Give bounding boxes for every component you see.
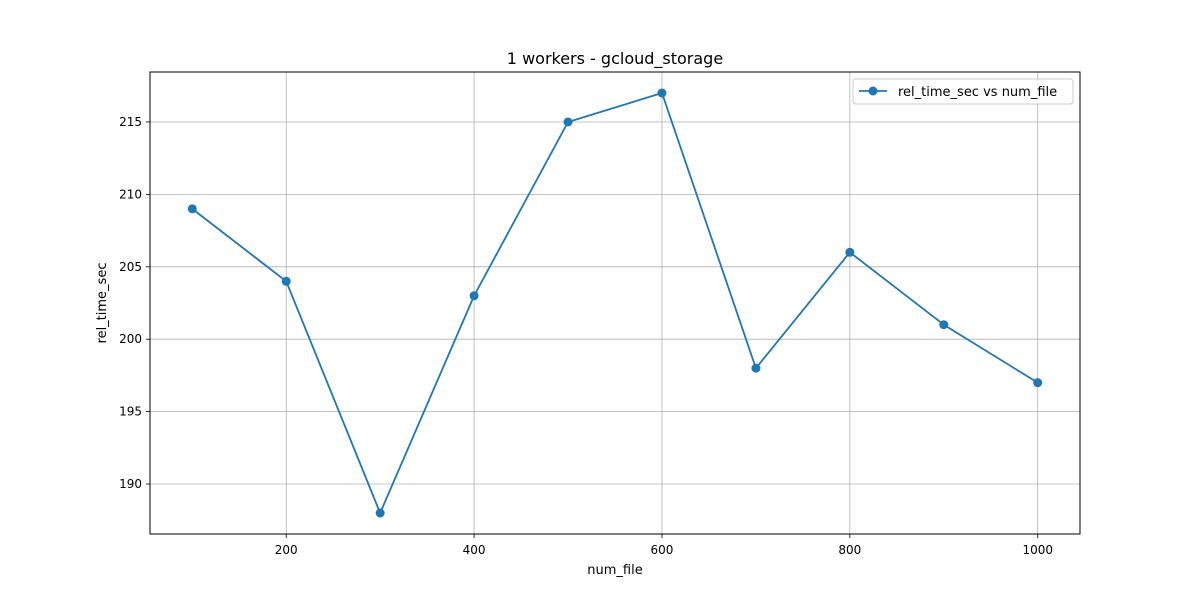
- x-tick-label: 400: [463, 543, 486, 557]
- data-point: [657, 88, 667, 98]
- data-point: [563, 117, 573, 127]
- x-axis-label: num_file: [587, 563, 642, 578]
- y-tick-label: 195: [119, 405, 142, 419]
- grid-lines: [150, 72, 1080, 534]
- x-tick-label: 1000: [1022, 543, 1053, 557]
- data-point: [939, 320, 949, 330]
- data-point: [281, 276, 291, 286]
- chart-title: 1 workers - gcloud_storage: [507, 49, 723, 69]
- series-layer: [187, 88, 1043, 518]
- legend: rel_time_sec vs num_file: [852, 78, 1074, 105]
- plot-frame: [149, 71, 1081, 535]
- data-point: [1033, 378, 1043, 388]
- y-tick-label: 205: [119, 260, 142, 274]
- y-tick-label: 210: [119, 187, 142, 201]
- legend-marker-swatch: [868, 86, 878, 96]
- y-tick-label: 190: [119, 477, 142, 491]
- data-point: [469, 291, 479, 301]
- y-tick-label: 200: [119, 332, 142, 346]
- x-tick-label: 600: [651, 543, 674, 557]
- y-axis-label: rel_time_sec: [95, 263, 110, 344]
- x-tick-label: 800: [838, 543, 861, 557]
- legend-box: [852, 78, 1074, 105]
- data-point: [375, 508, 385, 518]
- series-line: [191, 92, 1039, 514]
- plot-area: [150, 72, 1080, 534]
- legend-label: rel_time_sec vs num_file: [898, 85, 1057, 100]
- x-tick-label: 200: [275, 543, 298, 557]
- x-axis-ticks: 200 400 600 800 1000: [275, 534, 1053, 557]
- y-axis-ticks: 190 195 200 205 210 215: [119, 115, 150, 491]
- data-point: [845, 247, 855, 257]
- data-point: [751, 363, 761, 373]
- data-point: [187, 204, 197, 214]
- y-tick-label: 215: [119, 115, 142, 129]
